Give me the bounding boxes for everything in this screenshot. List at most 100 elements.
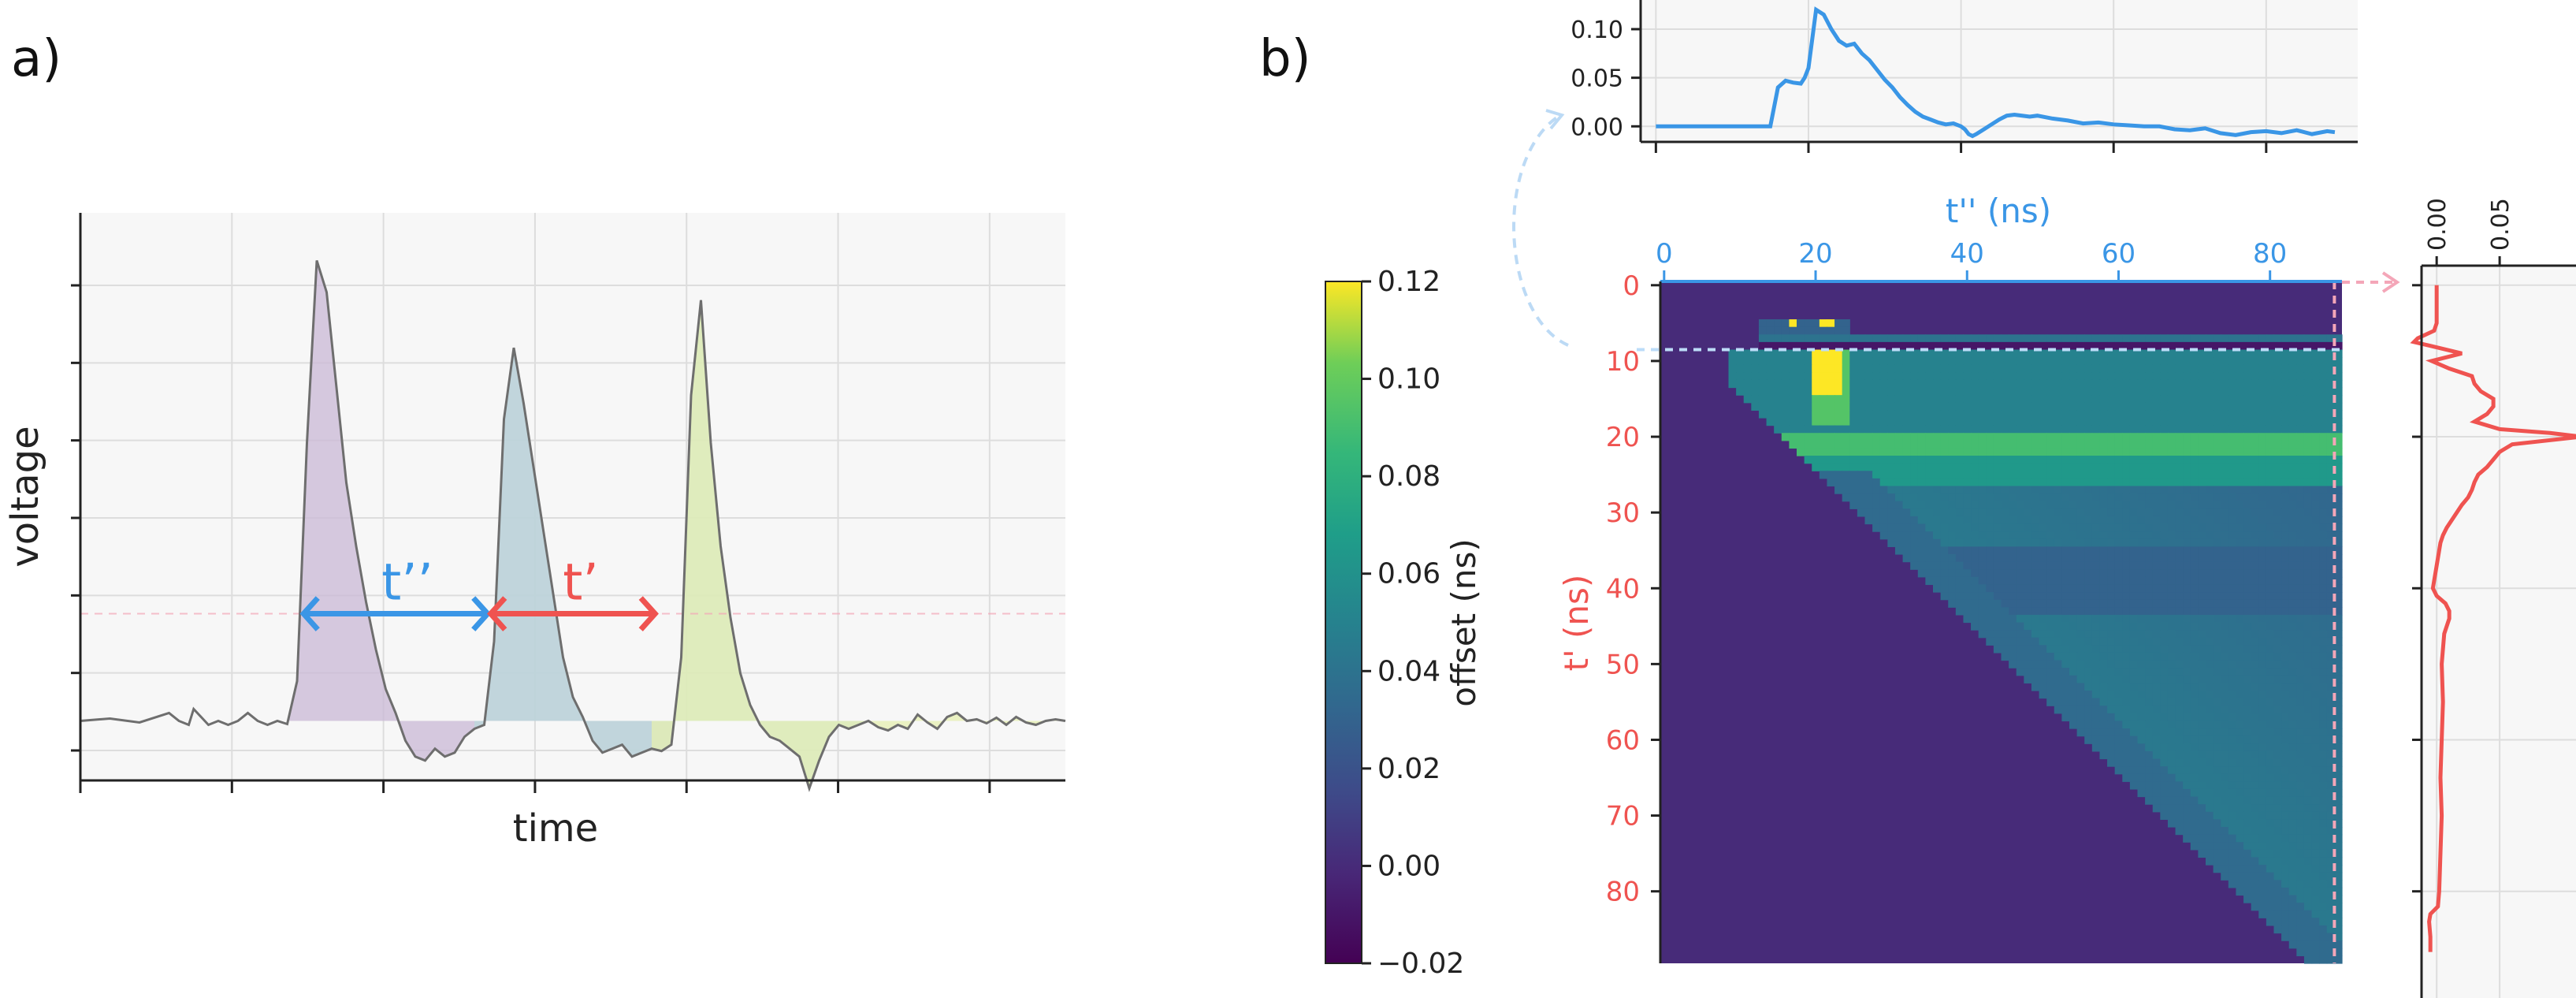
heatmap-cell [1797,341,1805,351]
heatmap-cell [1925,531,1934,540]
heatmap-cell [2145,448,2154,456]
heatmap-cell [1781,326,1790,335]
heatmap-cell [2009,546,2017,555]
heatmap-cell [1993,425,2002,434]
heatmap-cell [2206,478,2214,487]
heatmap-cell [1963,584,1972,593]
heatmap-cell [2016,357,2024,366]
heatmap-cell [2243,387,2252,396]
heatmap-cell [2160,652,2169,661]
heatmap-cell [1963,395,1972,404]
heatmap-cell [1887,531,1896,540]
heatmap-cell [1797,364,1805,373]
heatmap-cell [2319,516,2328,525]
heatmap-cell [1925,334,1934,343]
heatmap-cell [2288,918,2297,926]
heatmap-cell [2137,349,2146,358]
heatmap-cell [2001,433,2009,441]
heatmap-cell [1894,516,1904,525]
heatmap-cell [2213,546,2221,555]
heatmap-cell [2160,614,2169,624]
heatmap-cell [2258,622,2267,631]
heatmap-cell [2091,379,2101,389]
heatmap-cell [2137,713,2146,722]
heatmap-cell [2288,410,2297,419]
heatmap-cell [2129,750,2139,760]
heatmap-cell [2129,668,2139,676]
heatmap-cell [2183,554,2191,563]
heatmap-cell [1797,357,1805,366]
heatmap-cell [2228,425,2237,434]
heatmap-cell [2266,683,2275,691]
heatmap-cell [2145,773,2154,782]
heatmap-cell [2303,788,2313,798]
heatmap-cell [2183,508,2191,517]
heatmap-cell [2303,728,2313,737]
heatmap-cell [2228,637,2237,646]
heatmap-cell [2251,622,2259,631]
heatmap-cell [1872,493,1881,502]
heatmap-cell [2031,364,2040,373]
heatmap-cell [1993,607,2002,616]
heatmap-cell [2221,721,2229,729]
heatmap-cell [1894,538,1904,547]
heatmap-cell [2251,668,2259,676]
heatmap-cell [2076,652,2085,661]
heatmap-cell [2288,592,2297,601]
heatmap-cell [2236,341,2244,351]
heatmap-cell [1902,433,1911,441]
heatmap-cell [1993,463,2002,471]
heatmap-cell [1781,372,1790,381]
heatmap-cell [2228,433,2237,441]
heatmap-cell [2319,660,2328,668]
heatmap-cell [2221,668,2229,676]
heatmap-cell [2167,728,2176,737]
heatmap-cell [2326,880,2335,888]
heatmap-cell [2129,584,2139,593]
heatmap-cell [2039,349,2047,358]
heatmap-cell [2311,418,2320,426]
heatmap-cell [2091,683,2101,691]
heatmap-cell [2326,925,2335,934]
heatmap-cell [2046,660,2055,668]
heatmap-cell [2198,448,2206,456]
heatmap-cell [2198,440,2206,449]
heatmap-cell [2251,379,2259,389]
heatmap-cell [2296,410,2305,419]
heatmap-cell [2016,471,2024,479]
heatmap-cell [1789,334,1797,343]
heatmap-cell [2326,819,2335,828]
heatmap-cell [2319,819,2328,828]
heatmap-cell [1948,486,1957,494]
heatmap-cell [1857,341,1866,351]
heatmap-cell [2221,364,2229,373]
heatmap-cell [2054,592,2062,601]
heatmap-cell [2221,766,2229,775]
heatmap-cell [1986,364,1994,373]
heatmap-cell [2107,584,2116,593]
heatmap-cell [2273,433,2282,441]
heatmap-cell [2031,478,2040,487]
heatmap-cell [2243,531,2252,540]
heatmap-cell [2228,402,2237,411]
heatmap-cell [2167,804,2176,813]
heatmap-cell [2221,516,2229,525]
heatmap-cell [2319,735,2328,744]
heatmap-cell [1857,433,1866,441]
heatmap-cell [2319,955,2328,964]
heatmap-cell [2183,357,2191,366]
heatmap-cell [2258,895,2267,903]
heatmap-cell [2122,750,2131,760]
heatmap-cell [2243,561,2252,570]
heatmap-cell [2266,614,2275,624]
heatmap-cell [2001,357,2009,366]
heatmap-cell [2326,614,2335,624]
heatmap-cell [2281,501,2290,509]
heatmap-cell [2288,933,2297,941]
heatmap-cell [2311,379,2320,389]
heatmap-cell [2054,402,2062,411]
heatmap-cell [1925,364,1934,373]
heatmap-cell [1834,425,1843,434]
heatmap-cell [1948,341,1957,351]
heatmap-cell [1910,516,1919,525]
